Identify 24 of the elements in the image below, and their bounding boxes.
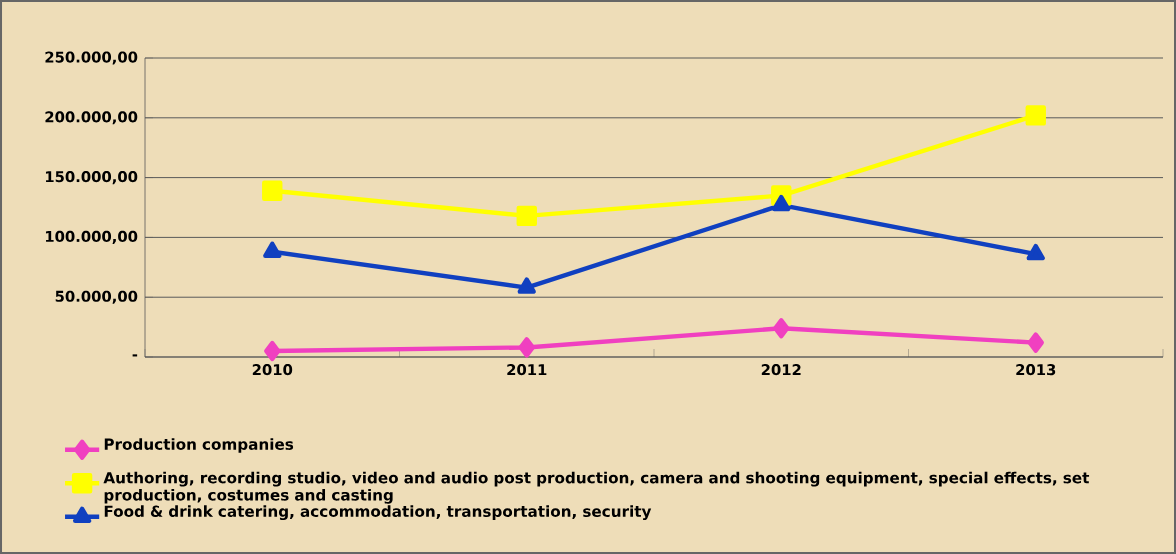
y-tick-label: 50.000,00 [55, 290, 138, 304]
x-tick-label: 2013 [1016, 364, 1056, 376]
x-tick-label: 2011 [507, 364, 547, 376]
point [262, 180, 283, 201]
point [516, 205, 537, 227]
point [1025, 105, 1046, 126]
y-tick-label: 200.000,00 [45, 111, 138, 125]
y-tick-label: - [132, 354, 138, 357]
point [773, 318, 790, 339]
legend-label: Food & drink catering, accommodation, transportation, security [104, 505, 652, 521]
y-tick-label: 100.000,00 [45, 230, 138, 244]
x-tick-label: 2010 [252, 364, 293, 376]
point [1027, 332, 1044, 353]
point [518, 337, 535, 358]
legend-label: Authoring, recording studio, video and audio post production, camera and shooting equipment, special effects, set production, costumes and casting [103, 471, 1090, 504]
x-tick-label: 2012 [761, 364, 801, 376]
point [264, 340, 281, 362]
point [772, 194, 791, 212]
point [263, 241, 282, 258]
legend-label: Production companies [104, 438, 294, 453]
y-tick-label: 150.000,00 [45, 171, 138, 185]
point [1026, 243, 1045, 261]
point [517, 277, 536, 294]
y-tick-label: 250.000,00 [45, 51, 138, 65]
